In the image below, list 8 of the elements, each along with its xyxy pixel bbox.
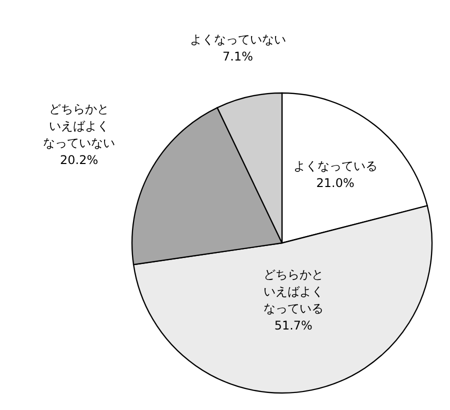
slice-label: どちらかといえばよくなっている [263,267,324,316]
data-label: 21.0% [316,176,354,190]
data-label: 51.7% [274,318,312,332]
data-label: 7.1% [222,49,254,64]
slice-label: よくなっている [293,158,378,173]
slice-label: どちらかといえばよくなっていない [43,102,116,150]
slice-label: よくなっていない [190,32,286,46]
data-label: 20.2% [60,153,98,168]
